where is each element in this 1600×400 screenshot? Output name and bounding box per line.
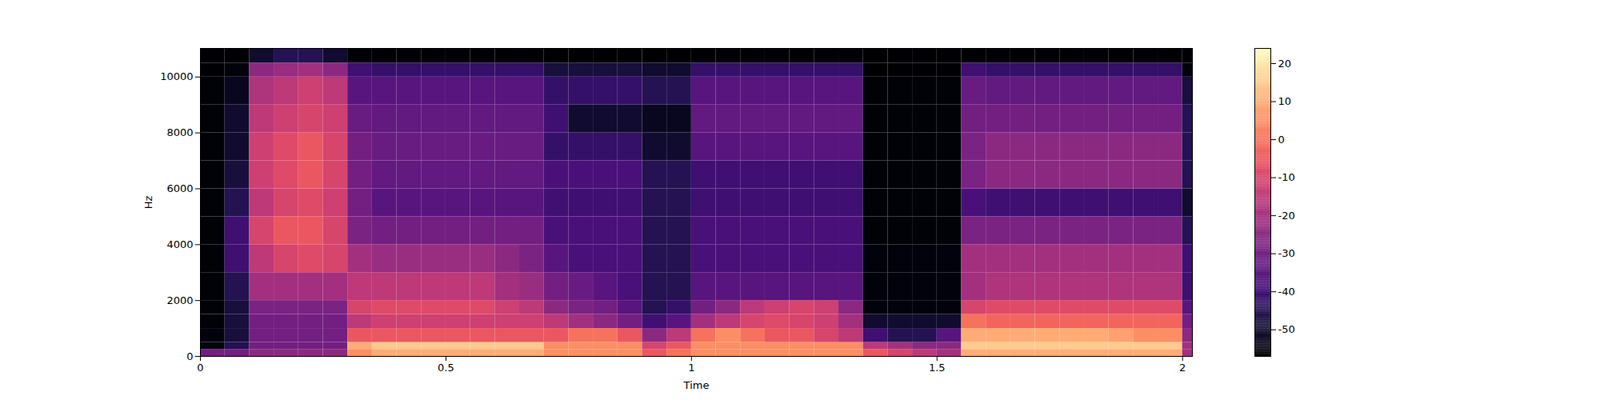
svg-text:1: 1 — [688, 361, 695, 374]
svg-text:20: 20 — [1278, 57, 1292, 70]
svg-text:-40: -40 — [1278, 285, 1296, 298]
svg-text:0: 0 — [1278, 133, 1285, 146]
svg-text:-30: -30 — [1278, 247, 1296, 260]
svg-text:10000: 10000 — [160, 70, 193, 83]
svg-text:1.5: 1.5 — [928, 361, 946, 374]
svg-text:-20: -20 — [1278, 209, 1296, 222]
svg-text:Time: Time — [683, 379, 710, 392]
svg-text:2: 2 — [1179, 361, 1186, 374]
svg-text:10: 10 — [1278, 95, 1292, 108]
svg-text:0.5: 0.5 — [437, 361, 455, 374]
svg-text:6000: 6000 — [166, 182, 193, 195]
svg-text:0: 0 — [196, 361, 204, 374]
svg-text:2000: 2000 — [166, 294, 193, 307]
svg-text:-10: -10 — [1278, 171, 1296, 184]
svg-text:0: 0 — [186, 350, 193, 363]
svg-text:-50: -50 — [1278, 323, 1296, 336]
svg-text:Hz: Hz — [142, 196, 155, 210]
svg-text:8000: 8000 — [166, 126, 193, 139]
svg-text:4000: 4000 — [166, 238, 193, 251]
